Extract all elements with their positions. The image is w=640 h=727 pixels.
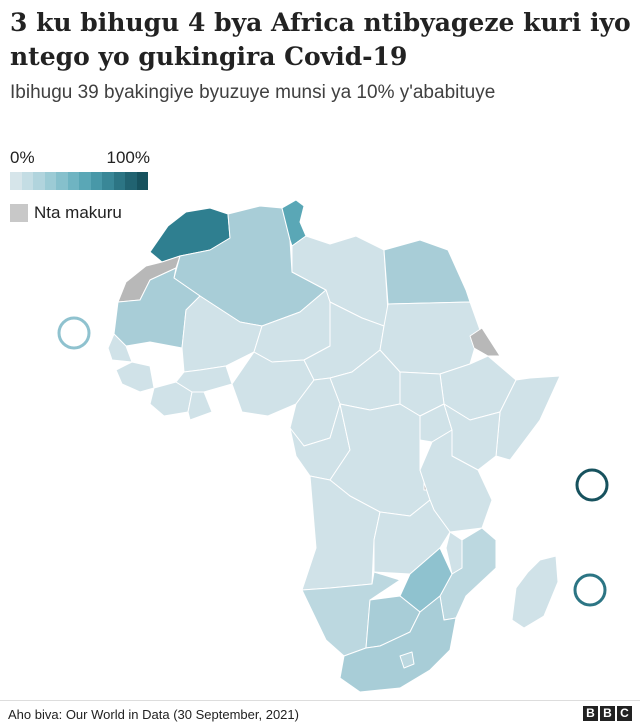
legend-ramp-step — [102, 172, 114, 190]
chart-title: 3 ku bihugu 4 bya Africa ntibyageze kuri… — [10, 6, 635, 74]
bbc-logo-letter: B — [583, 706, 598, 721]
legend-ramp-step — [114, 172, 126, 190]
country-guinea — [116, 362, 154, 392]
chart-subtitle: Ibihugu 39 byakingiye byuzuye munsi ya 1… — [10, 80, 530, 105]
island-marker-cape-verde — [59, 318, 89, 348]
legend-ramp-step — [10, 172, 22, 190]
legend-color-ramp — [10, 172, 148, 190]
country-madagascar — [512, 556, 558, 628]
legend-ramp-step — [68, 172, 80, 190]
legend-ramp-step — [45, 172, 57, 190]
bbc-logo-letter: C — [617, 706, 632, 721]
island-marker-seychelles — [577, 470, 607, 500]
legend-scale: 0% 100% — [10, 148, 150, 190]
legend-ramp-step — [33, 172, 45, 190]
legend-ramp-step — [91, 172, 103, 190]
legend-min-label: 0% — [10, 148, 35, 168]
legend-max-label: 100% — [107, 148, 150, 168]
country-sudan — [380, 302, 480, 374]
country-egypt — [384, 240, 470, 304]
bbc-logo: B B C — [583, 706, 632, 721]
africa-map — [0, 190, 640, 700]
bbc-logo-letter: B — [600, 706, 615, 721]
legend-ramp-step — [137, 172, 149, 190]
legend-ramp-step — [125, 172, 137, 190]
legend-ramp-step — [22, 172, 34, 190]
legend-ramp-step — [79, 172, 91, 190]
country-ghana — [188, 392, 212, 420]
source-note: Aho biva: Our World in Data (30 Septembe… — [8, 707, 299, 722]
island-marker-mauritius — [575, 575, 605, 605]
legend-ramp-step — [56, 172, 68, 190]
footer-divider — [0, 700, 640, 701]
